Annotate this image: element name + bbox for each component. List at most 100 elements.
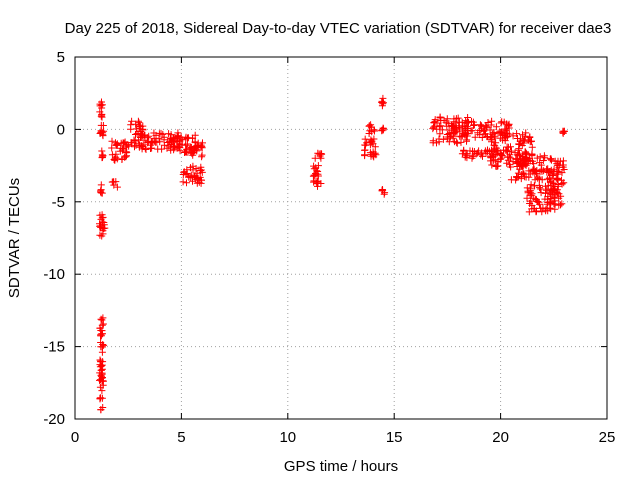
data-point [539, 157, 547, 164]
data-point [529, 167, 537, 174]
data-point [446, 133, 454, 141]
data-point [113, 183, 121, 191]
data-point [537, 189, 545, 197]
data-point [108, 137, 116, 145]
data-point [132, 120, 140, 128]
data-point [478, 134, 486, 141]
data-point [184, 134, 192, 142]
data-point [379, 94, 387, 102]
data-point [370, 153, 378, 161]
data-point [171, 143, 178, 150]
data-point [548, 156, 555, 164]
data-point [530, 160, 538, 168]
data-point [136, 123, 144, 130]
data-point [447, 129, 455, 137]
plot-frame [74, 56, 608, 420]
data-point [436, 114, 444, 122]
data-point [131, 137, 139, 145]
data-point [500, 118, 508, 126]
data-point [464, 125, 472, 132]
x-tick-label: 10 [279, 429, 296, 446]
data-point [96, 395, 104, 403]
data-point [470, 121, 478, 129]
data-point [314, 170, 322, 178]
data-point [547, 195, 555, 202]
data-point [455, 123, 463, 131]
data-point [108, 144, 116, 152]
data-point [471, 133, 479, 141]
data-point [138, 142, 145, 150]
data-point [551, 200, 559, 208]
x-tick-label: 15 [386, 429, 403, 446]
data-point [557, 201, 564, 209]
data-point [113, 155, 121, 163]
data-point [481, 122, 489, 130]
data-point [147, 145, 154, 152]
data-point [99, 218, 106, 226]
data-point [554, 157, 562, 165]
data-point [457, 133, 465, 141]
data-point [496, 155, 504, 163]
data-point [429, 125, 437, 133]
data-point [128, 117, 136, 125]
data-point [99, 320, 107, 328]
data-point [112, 178, 120, 186]
data-point [98, 152, 106, 160]
data-point [453, 138, 461, 146]
data-point [549, 170, 557, 178]
data-point [165, 130, 173, 138]
data-point [525, 208, 533, 216]
data-point [183, 179, 190, 187]
data-point [554, 168, 562, 176]
data-point [536, 185, 544, 193]
data-point [147, 138, 155, 145]
axis-ticks [74, 56, 608, 420]
data-point [96, 369, 104, 377]
data-point [528, 143, 536, 151]
data-point [98, 330, 106, 338]
data-point [144, 139, 152, 147]
data-point [183, 170, 191, 177]
data-point [96, 231, 104, 239]
data-point [523, 194, 531, 202]
tick-labels: 0 5 10 15 20 25 5 0 -5 -10 -15 -20 [43, 49, 615, 446]
y-axis-label: SDTVAR / TECUs [6, 178, 23, 298]
data-point [516, 165, 524, 173]
data-point [521, 148, 529, 156]
data-point [492, 162, 500, 170]
data-point [173, 138, 181, 146]
data-point [361, 135, 369, 143]
data-point [122, 141, 130, 149]
data-point [101, 224, 109, 232]
data-point [310, 162, 318, 170]
data-point [99, 131, 107, 139]
data-point [170, 146, 178, 154]
x-tick-label: 0 [71, 429, 79, 446]
data-point [488, 136, 496, 144]
data-point [179, 178, 187, 186]
data-point [560, 127, 568, 135]
data-point [504, 132, 511, 140]
data-point [460, 146, 468, 154]
data-point [191, 131, 199, 139]
data-point [487, 121, 495, 129]
data-point [548, 186, 556, 194]
data-point [538, 176, 546, 184]
data-point [538, 167, 546, 175]
data-point [315, 150, 323, 158]
data-point [97, 394, 105, 402]
chart-title: Day 225 of 2018, Sidereal Day-to-day VTE… [65, 20, 612, 37]
data-point [533, 154, 541, 162]
data-point [553, 175, 561, 183]
data-point [507, 143, 514, 151]
data-point [509, 158, 517, 166]
data-point [157, 129, 165, 137]
data-point [450, 115, 458, 123]
data-point [539, 204, 547, 212]
data-point [507, 154, 514, 162]
data-point [96, 324, 104, 332]
data-point [119, 145, 127, 153]
y-tick-label: -5 [52, 194, 65, 211]
data-point [530, 194, 538, 202]
data-point [449, 134, 457, 142]
